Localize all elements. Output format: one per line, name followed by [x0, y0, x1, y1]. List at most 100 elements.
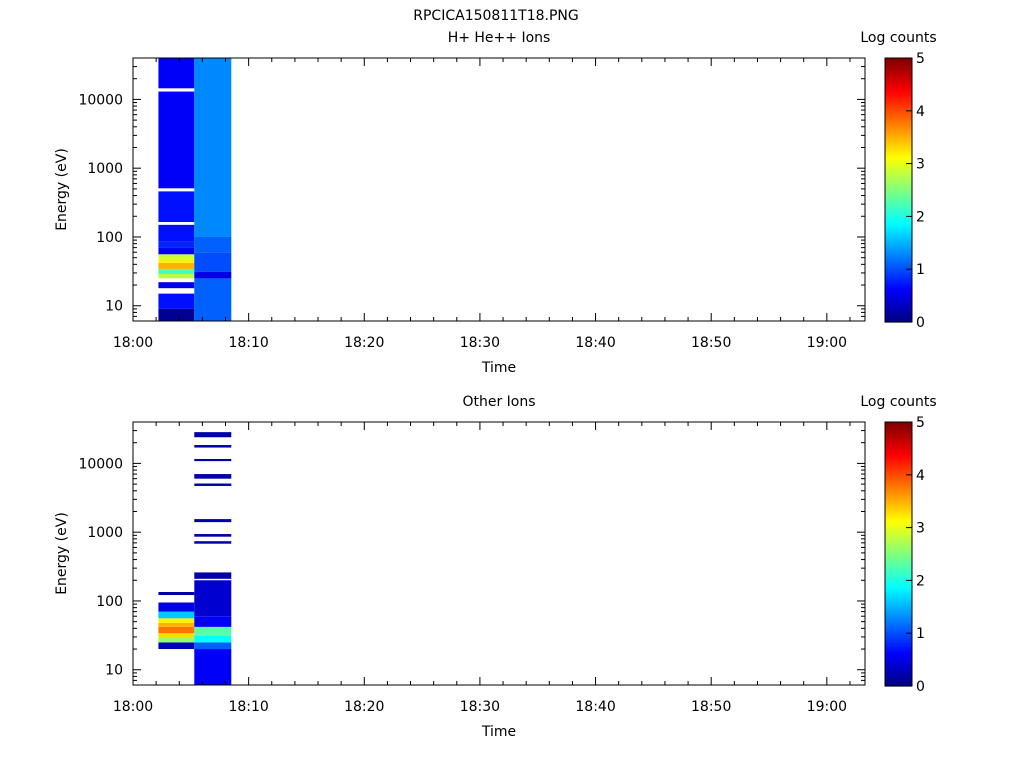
colorbar-swatch [885, 679, 912, 683]
colorbar-tick-label: 2 [916, 573, 925, 589]
colorbar-swatch [885, 474, 912, 478]
colorbar-swatch [885, 613, 912, 617]
colorbar-swatch [885, 606, 912, 610]
colorbar-swatch [885, 264, 912, 268]
colorbar-swatch [885, 609, 912, 612]
colorbar-swatch [885, 600, 912, 603]
colorbar-swatch [885, 306, 912, 310]
colorbar-swatch [885, 584, 912, 588]
colorbar-swatch [885, 426, 912, 430]
colorbar-swatch [885, 642, 912, 645]
colorbar-swatch [885, 91, 912, 94]
heatmap-cell [194, 519, 232, 523]
colorbar-swatch [885, 95, 912, 99]
colorbar-swatch [885, 448, 912, 452]
colorbar-swatch [885, 110, 912, 114]
colorbar-swatch [885, 560, 912, 564]
colorbar-swatch [885, 461, 912, 465]
colorbar-swatch [885, 604, 912, 608]
colorbar-swatch [885, 172, 912, 176]
panel-other-ions: Other Ions 18:00 18:10 18:20 18:30 18:40 18:50… [54, 394, 937, 740]
heatmap-cell [158, 618, 195, 623]
colorbar-swatch [885, 313, 912, 316]
x-tick-label: 18:20 [344, 335, 384, 351]
colorbar-frame [884, 57, 913, 323]
heatmap-cell [194, 616, 232, 627]
x-tick-label: 18:00 [113, 335, 153, 351]
colorbar-swatch [885, 668, 912, 672]
x-axis-label: Time [481, 724, 516, 740]
colorbar-swatch [885, 273, 912, 277]
colorbar-swatch [885, 139, 912, 143]
colorbar-swatch [885, 571, 912, 575]
colorbar-swatch [885, 258, 912, 261]
colorbar-swatch [885, 304, 912, 308]
colorbar-swatch [885, 536, 912, 540]
heatmap-cell [158, 308, 195, 321]
colorbar-swatch [885, 247, 912, 250]
colorbar-swatch [885, 488, 912, 491]
colorbar-swatch [885, 450, 912, 454]
colorbar-swatch [885, 161, 912, 165]
colorbar-swatch [885, 422, 912, 425]
colorbar-swatch [885, 452, 912, 456]
heatmap-cell [194, 642, 232, 650]
heatmap-cells [158, 58, 232, 321]
colorbar-swatch [885, 527, 912, 531]
colorbar-swatch [885, 152, 912, 156]
colorbar-swatch [885, 490, 912, 493]
colorbar-swatch [885, 275, 912, 279]
colorbar-swatch [885, 137, 912, 140]
colorbar-swatch [885, 628, 912, 632]
colorbar-swatch [885, 556, 912, 559]
colorbar-swatch [885, 216, 912, 220]
colorbar-swatch [885, 481, 912, 485]
heatmap-cell [194, 58, 232, 237]
colorbar-swatch [885, 639, 912, 643]
colorbar-swatch [885, 278, 912, 281]
colorbar-swatch [885, 549, 912, 553]
y-tick-label: 10 [105, 299, 123, 315]
heatmap-cell [158, 633, 195, 638]
colorbar-tick-label: 4 [916, 104, 925, 120]
colorbar-swatch [885, 75, 912, 79]
heatmap-cell [194, 271, 232, 279]
figure-title: RPCICA150811T18.PNG [413, 8, 578, 24]
colorbar-swatch [885, 631, 912, 634]
panel-title: H+ He++ Ions [448, 30, 551, 46]
colorbar-swatch [885, 567, 912, 570]
heatmap-cell [194, 474, 232, 479]
heatmap-cell [194, 236, 232, 253]
colorbar-tick-label: 5 [916, 51, 925, 67]
colorbar-swatch [885, 104, 912, 107]
colorbar-swatch [885, 132, 912, 136]
colorbar-swatch [885, 646, 912, 650]
colorbar-swatch [885, 271, 912, 275]
x-tick-label: 18:50 [691, 699, 731, 715]
colorbar-swatch [885, 196, 912, 200]
colorbar-swatch [885, 512, 912, 515]
colorbar-swatch [885, 472, 912, 476]
y-axis-label: Energy (eV) [54, 512, 70, 595]
heatmap-cell [158, 247, 195, 255]
colorbar-swatch [885, 238, 912, 242]
colorbar-swatch [885, 214, 912, 217]
colorbar-swatch [885, 82, 912, 85]
heatmap-cell [158, 642, 195, 650]
colorbar-swatch [885, 282, 912, 286]
colorbar-label: Log counts [860, 30, 936, 46]
colorbar-swatch [885, 194, 912, 198]
colorbar-swatch [885, 477, 912, 480]
colorbar-swatch [885, 483, 912, 487]
colorbar-swatch [885, 187, 912, 191]
colorbar-swatch [885, 523, 912, 526]
colorbar-swatch [885, 240, 912, 244]
colorbar-swatch [885, 439, 912, 443]
heatmap-cell [158, 591, 195, 596]
colorbar-swatch [885, 315, 912, 319]
colorbar-swatch [885, 650, 912, 654]
colorbar-swatch [885, 159, 912, 162]
colorbar-swatch [885, 470, 912, 474]
colorbar-swatch [885, 126, 912, 129]
colorbar-swatch [885, 657, 912, 661]
